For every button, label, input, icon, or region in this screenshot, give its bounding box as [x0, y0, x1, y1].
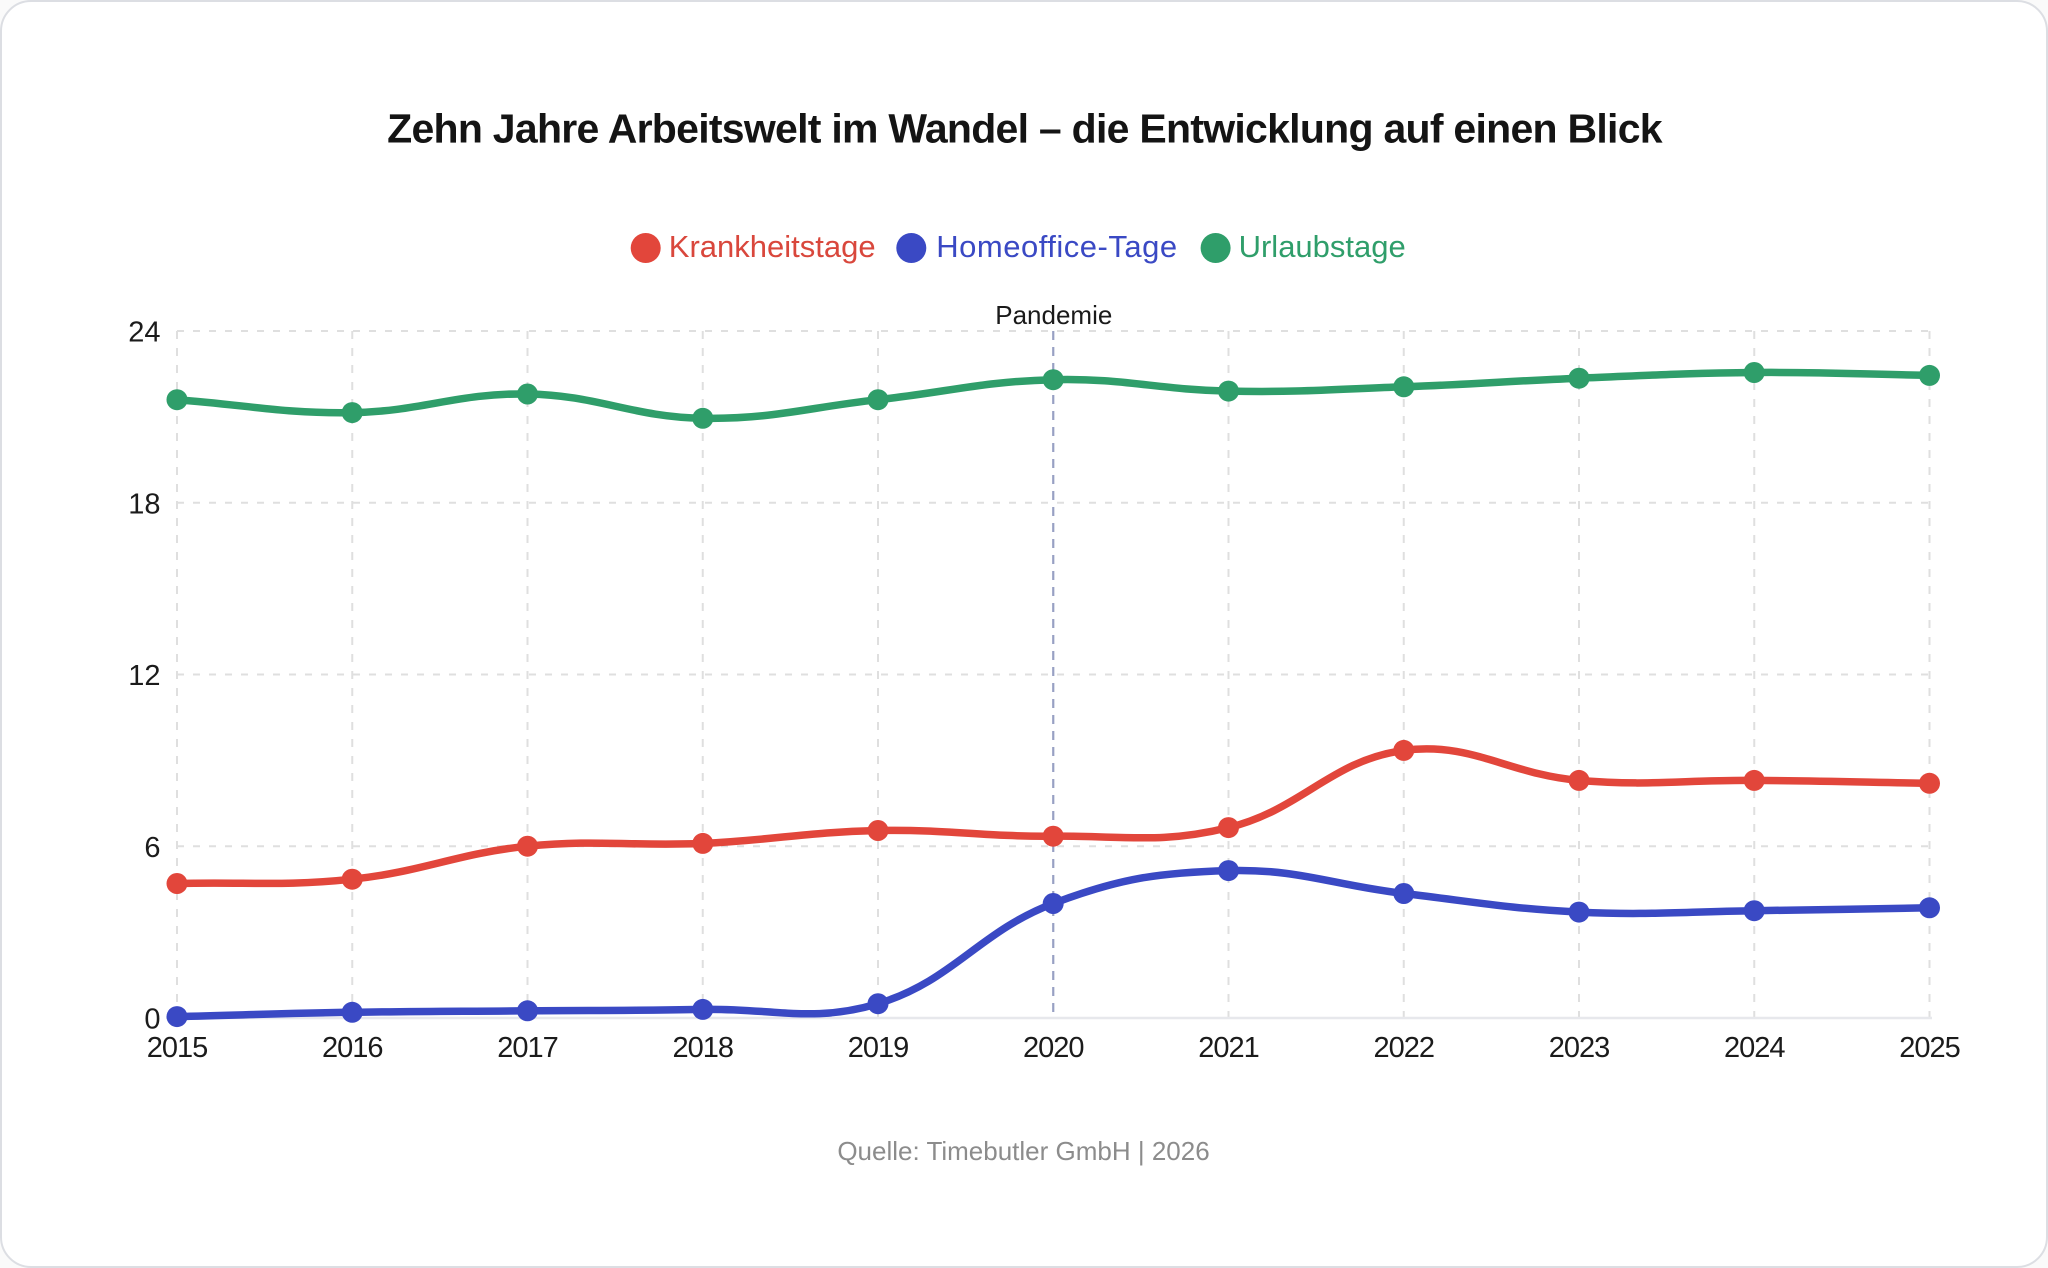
- svg-text:2021: 2021: [1198, 1032, 1259, 1064]
- svg-text:2020: 2020: [1023, 1032, 1084, 1064]
- svg-text:Zehn Jahre Arbeitswelt im Wand: Zehn Jahre Arbeitswelt im Wandel – die E…: [387, 106, 1663, 152]
- svg-text:2018: 2018: [672, 1032, 733, 1064]
- svg-text:2019: 2019: [848, 1032, 909, 1064]
- svg-text:2017: 2017: [497, 1032, 558, 1064]
- svg-text:2022: 2022: [1373, 1032, 1434, 1064]
- svg-text:2023: 2023: [1549, 1032, 1610, 1064]
- svg-text:24: 24: [128, 317, 160, 349]
- svg-text:Urlaubstage: Urlaubstage: [1239, 229, 1406, 264]
- svg-text:Homeoffice-Tage: Homeoffice-Tage: [936, 229, 1177, 264]
- svg-text:2015: 2015: [147, 1032, 208, 1064]
- svg-text:12: 12: [128, 660, 160, 692]
- svg-text:Pandemie: Pandemie: [995, 300, 1112, 330]
- svg-text:Quelle: Timebutler GmbH | 2026: Quelle: Timebutler GmbH | 2026: [837, 1136, 1209, 1166]
- svg-text:2024: 2024: [1724, 1032, 1785, 1064]
- svg-text:6: 6: [144, 832, 160, 864]
- svg-text:18: 18: [128, 488, 160, 520]
- svg-text:2016: 2016: [322, 1032, 383, 1064]
- svg-text:Krankheitstage: Krankheitstage: [669, 229, 876, 264]
- svg-text:2025: 2025: [1899, 1032, 1960, 1064]
- svg-text:0: 0: [144, 1004, 160, 1036]
